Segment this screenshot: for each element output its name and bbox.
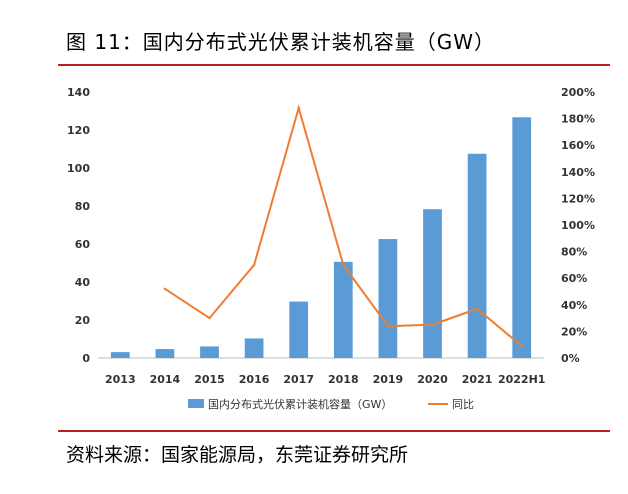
x-ticks: 2013 2014 2015 2016 2017 2018 2019 2020 2021 2022… bbox=[105, 373, 545, 386]
x-tick-label: 2020 bbox=[417, 373, 448, 386]
y-right-tick-label: 160% bbox=[561, 139, 595, 152]
y-right-tick-label: 40% bbox=[561, 299, 587, 312]
legend-bar-swatch bbox=[188, 399, 204, 408]
y-left-ticks: 0 20 40 60 80 100 120 140 bbox=[67, 86, 90, 365]
x-tick-label: 2021 bbox=[462, 373, 493, 386]
y-left-tick-label: 120 bbox=[67, 124, 90, 137]
y-left-tick-label: 0 bbox=[82, 352, 90, 365]
line-point bbox=[475, 307, 479, 310]
bar bbox=[512, 117, 532, 359]
bar bbox=[110, 352, 130, 358]
y-left-tick-label: 60 bbox=[75, 238, 91, 251]
x-tick-label: 2019 bbox=[373, 373, 404, 386]
line-point bbox=[163, 287, 167, 291]
bar bbox=[200, 346, 219, 358]
y-left-tick-label: 140 bbox=[67, 86, 90, 99]
y-right-ticks: 0% 20% 40% 60% 80% 100% 120% 140% 160% 180% 200% bbox=[561, 86, 595, 365]
y-right-tick-label: 120% bbox=[561, 192, 595, 205]
line-series bbox=[163, 104, 523, 348]
legend-bar-label: 国内分布式光伏累计装机容量（GW） bbox=[208, 397, 392, 411]
bar bbox=[423, 209, 442, 358]
legend: 国内分布式光伏累计装机容量（GW） 同比 bbox=[188, 397, 474, 411]
x-tick-label: 2013 bbox=[105, 373, 136, 386]
y-right-tick-label: 20% bbox=[561, 325, 587, 338]
line-point bbox=[520, 344, 523, 348]
y-left-tick-label: 80 bbox=[75, 200, 91, 213]
line-point bbox=[431, 323, 434, 326]
bar-series bbox=[110, 117, 532, 359]
figure-source: 资料来源：国家能源局，东莞证券研究所 bbox=[66, 444, 409, 466]
y-right-tick-label: 60% bbox=[561, 272, 587, 285]
x-tick-label: 2014 bbox=[150, 373, 181, 386]
legend-line-label: 同比 bbox=[452, 398, 474, 411]
line-point bbox=[342, 263, 345, 267]
line-point bbox=[208, 316, 211, 320]
y-right-tick-label: 80% bbox=[561, 246, 587, 259]
y-right-tick-label: 200% bbox=[561, 86, 595, 99]
source-rule bbox=[58, 430, 610, 432]
bar bbox=[155, 349, 175, 358]
y-right-tick-label: 140% bbox=[561, 166, 595, 179]
x-tick-label: 2017 bbox=[283, 373, 314, 386]
y-right-tick-label: 0% bbox=[561, 352, 580, 365]
line-point bbox=[252, 263, 256, 267]
x-tick-label: 2015 bbox=[194, 373, 225, 386]
bar bbox=[333, 261, 353, 358]
x-tick-label: 2018 bbox=[328, 373, 359, 386]
x-tick-label: 2016 bbox=[239, 373, 270, 386]
bar bbox=[244, 338, 264, 358]
line-point bbox=[297, 106, 300, 110]
line-point bbox=[386, 324, 390, 328]
y-right-tick-label: 180% bbox=[561, 113, 595, 126]
title-rule bbox=[58, 64, 610, 66]
y-right-tick-label: 100% bbox=[561, 219, 595, 232]
y-left-tick-label: 40 bbox=[75, 276, 91, 289]
y-left-tick-label: 100 bbox=[67, 162, 90, 175]
figure-title: 图 11：国内分布式光伏累计装机容量（GW） bbox=[66, 30, 496, 54]
x-tick-label: 2022H1 bbox=[498, 373, 545, 386]
y-left-tick-label: 20 bbox=[75, 314, 91, 327]
bar bbox=[289, 301, 309, 358]
bar bbox=[378, 239, 398, 358]
bar bbox=[467, 153, 487, 358]
